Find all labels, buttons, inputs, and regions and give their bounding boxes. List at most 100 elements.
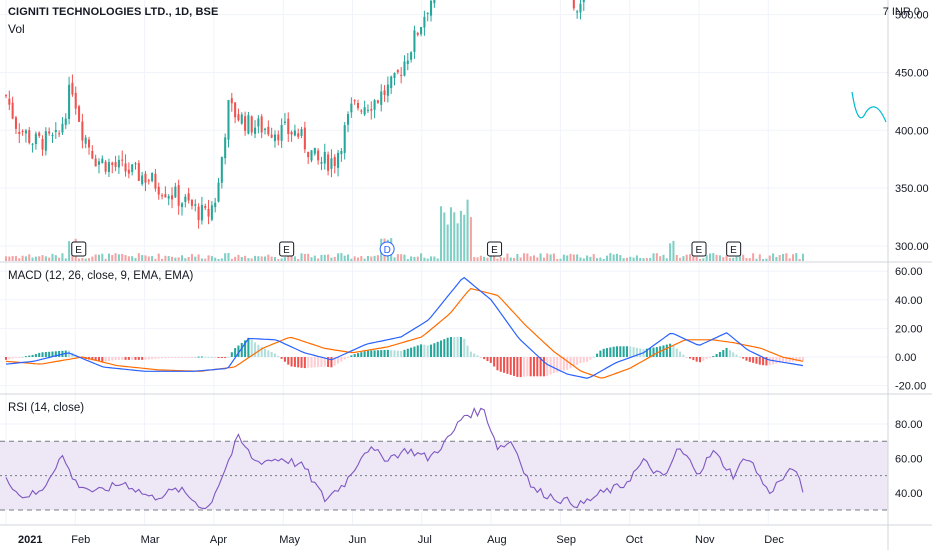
macd-histogram-bar bbox=[430, 344, 433, 357]
month-label: 2021 bbox=[18, 534, 42, 546]
candle-body bbox=[31, 143, 34, 145]
macd-histogram-bar bbox=[190, 357, 193, 358]
macd-histogram-bar bbox=[655, 347, 658, 357]
macd-histogram-bar bbox=[346, 357, 350, 358]
macd-histogram-bar bbox=[121, 357, 124, 360]
macd-histogram-bar bbox=[107, 357, 110, 362]
candle-body bbox=[21, 130, 24, 132]
volume-bar bbox=[51, 253, 54, 261]
volume-bar bbox=[625, 257, 628, 261]
volume-bar bbox=[752, 253, 755, 261]
volume-bar bbox=[240, 257, 243, 261]
macd-pane[interactable] bbox=[4, 276, 804, 379]
volume-bar bbox=[665, 258, 668, 261]
macd-histogram-bar bbox=[174, 357, 177, 358]
volume-bar bbox=[466, 199, 469, 261]
volume-bar bbox=[11, 256, 14, 261]
candle-body bbox=[363, 107, 366, 115]
volume-bar bbox=[506, 253, 509, 261]
macd-histogram-bar bbox=[649, 348, 652, 357]
macd-histogram-bar bbox=[343, 357, 346, 360]
candle-body bbox=[91, 150, 94, 159]
candle-body bbox=[144, 173, 147, 183]
macd-histogram-bar bbox=[307, 357, 310, 368]
volume-bar bbox=[81, 258, 84, 261]
volume-bar bbox=[104, 258, 107, 261]
candle-body bbox=[61, 123, 64, 133]
volume-bar bbox=[742, 254, 745, 261]
macd-histogram-bar bbox=[333, 357, 336, 366]
volume-bar bbox=[436, 258, 439, 261]
candle-body bbox=[380, 91, 383, 105]
volume-bar bbox=[54, 255, 57, 261]
candle-body bbox=[410, 52, 413, 60]
volume-bar bbox=[443, 212, 446, 261]
candle-body bbox=[317, 150, 320, 161]
volume-bar bbox=[360, 256, 363, 261]
volume-bar bbox=[350, 258, 353, 261]
candle-body bbox=[250, 116, 253, 133]
volume-bar bbox=[8, 256, 11, 261]
volume-bar bbox=[449, 207, 452, 261]
candle-body bbox=[346, 114, 350, 125]
macd-tick-label: -20.00 bbox=[895, 381, 926, 393]
volume-bar bbox=[320, 254, 323, 261]
price-tick-label: 300.00 bbox=[895, 241, 929, 253]
price-tick-label: 350.00 bbox=[895, 183, 929, 195]
volume-bar bbox=[602, 258, 605, 261]
macd-histogram-bar bbox=[317, 357, 320, 368]
volume-bar bbox=[151, 256, 154, 261]
volume-bar bbox=[728, 258, 731, 261]
candle-body bbox=[41, 139, 44, 150]
volume-bar bbox=[483, 256, 486, 261]
macd-histogram-bar bbox=[493, 357, 496, 367]
candle-body bbox=[290, 131, 293, 135]
candle-body bbox=[204, 205, 207, 208]
candle-body bbox=[154, 173, 157, 189]
candle-body bbox=[307, 151, 310, 158]
candle-body bbox=[254, 127, 257, 134]
candle-body bbox=[337, 152, 340, 168]
month-label: Aug bbox=[487, 534, 507, 546]
macd-histogram-bar bbox=[187, 357, 190, 358]
macd-histogram-bar bbox=[270, 351, 273, 357]
volume-bar bbox=[675, 255, 678, 261]
volume-bar bbox=[579, 257, 582, 261]
volume-bar bbox=[586, 255, 589, 261]
macd-histogram-bar bbox=[134, 357, 137, 360]
macd-histogram-bar bbox=[154, 357, 157, 359]
candle-body bbox=[263, 128, 267, 130]
macd-histogram-bar bbox=[180, 357, 184, 358]
candle-body bbox=[124, 163, 127, 172]
dividend-marker bbox=[379, 241, 395, 257]
candle-body bbox=[114, 162, 117, 167]
macd-histogram-bar bbox=[230, 352, 233, 357]
volume-bar bbox=[180, 255, 184, 261]
candle-body bbox=[24, 130, 27, 134]
candle-body bbox=[376, 100, 379, 103]
volume-bar bbox=[685, 254, 688, 261]
candle-body bbox=[217, 182, 220, 202]
macd-histogram-bar bbox=[210, 356, 213, 358]
volume-bar bbox=[273, 257, 276, 261]
volume-bar bbox=[230, 258, 233, 261]
volume-bar bbox=[164, 255, 167, 261]
macd-histogram-bar bbox=[207, 356, 210, 358]
volume-bar bbox=[107, 253, 110, 261]
price-pane[interactable]: 568.35EEDEEE bbox=[0, 0, 932, 261]
rsi-pane[interactable] bbox=[0, 407, 888, 511]
macd-histogram-bar bbox=[589, 357, 592, 360]
candle-body bbox=[121, 159, 124, 161]
macd-histogram-bar bbox=[366, 350, 369, 357]
volume-bar bbox=[768, 255, 771, 261]
volume-bar bbox=[330, 257, 333, 261]
candle-body bbox=[370, 109, 373, 111]
macd-histogram-bar bbox=[58, 351, 61, 357]
macd-histogram-bar bbox=[639, 348, 642, 357]
volume-bar bbox=[642, 258, 645, 261]
price-tick-label: 450.00 bbox=[895, 67, 929, 79]
macd-histogram-bar bbox=[44, 352, 47, 357]
candle-body bbox=[416, 32, 419, 35]
